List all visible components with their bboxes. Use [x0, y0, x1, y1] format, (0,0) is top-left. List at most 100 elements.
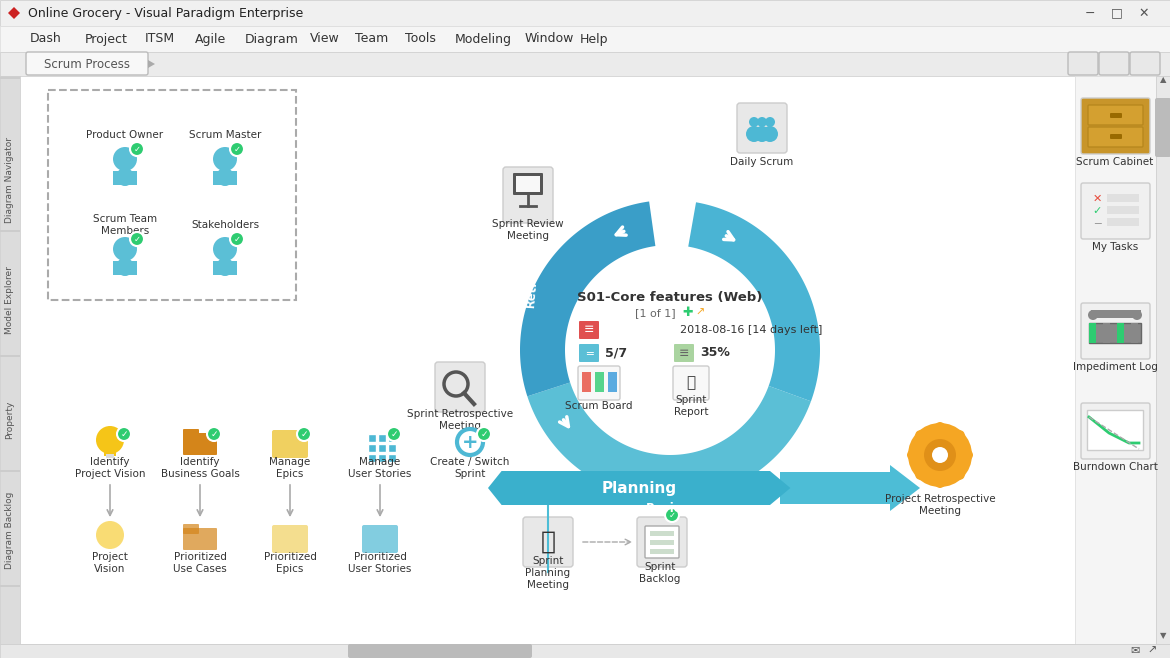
- FancyBboxPatch shape: [581, 372, 591, 392]
- FancyBboxPatch shape: [651, 549, 674, 554]
- Text: Manage
User Stories: Manage User Stories: [349, 457, 412, 479]
- FancyBboxPatch shape: [378, 434, 386, 442]
- Text: ≡: ≡: [679, 347, 689, 359]
- FancyBboxPatch shape: [0, 76, 20, 644]
- Text: Tools: Tools: [405, 32, 436, 45]
- Text: View: View: [310, 32, 339, 45]
- FancyBboxPatch shape: [1081, 403, 1150, 459]
- FancyBboxPatch shape: [1088, 127, 1143, 147]
- Text: ✓: ✓: [133, 234, 140, 243]
- Text: Burndown Chart: Burndown Chart: [1073, 462, 1157, 472]
- Polygon shape: [528, 382, 811, 500]
- Text: Team: Team: [355, 32, 388, 45]
- Text: ✓: ✓: [133, 145, 140, 153]
- Text: ✕: ✕: [1138, 7, 1149, 20]
- FancyBboxPatch shape: [183, 528, 216, 550]
- FancyBboxPatch shape: [674, 344, 694, 362]
- Text: Help: Help: [580, 32, 608, 45]
- FancyBboxPatch shape: [1103, 323, 1110, 343]
- Text: ↗: ↗: [695, 308, 704, 318]
- Circle shape: [116, 258, 135, 276]
- Text: −: −: [1085, 7, 1095, 20]
- FancyBboxPatch shape: [26, 52, 147, 75]
- Text: Diagram: Diagram: [245, 32, 298, 45]
- Text: S01-Core features (Web): S01-Core features (Web): [577, 291, 763, 305]
- Text: Scrum Team
Members: Scrum Team Members: [92, 215, 157, 236]
- FancyBboxPatch shape: [1117, 323, 1124, 343]
- Circle shape: [116, 168, 135, 186]
- FancyBboxPatch shape: [0, 470, 20, 472]
- FancyBboxPatch shape: [0, 355, 20, 357]
- FancyBboxPatch shape: [673, 366, 709, 400]
- Text: Implementation: Implementation: [812, 256, 834, 362]
- Circle shape: [207, 427, 221, 441]
- FancyBboxPatch shape: [645, 526, 679, 558]
- Text: Dash: Dash: [30, 32, 62, 45]
- Text: Prioritized
Use Cases: Prioritized Use Cases: [173, 552, 227, 574]
- Text: ═: ═: [586, 348, 592, 358]
- Text: Scrum Cabinet: Scrum Cabinet: [1076, 157, 1154, 167]
- FancyBboxPatch shape: [579, 321, 599, 339]
- FancyBboxPatch shape: [608, 372, 617, 392]
- Text: ▲: ▲: [1159, 76, 1166, 84]
- Text: Sprint
Backlog: Sprint Backlog: [639, 562, 681, 584]
- Circle shape: [924, 439, 956, 471]
- Text: My Tasks: My Tasks: [1092, 242, 1138, 252]
- FancyBboxPatch shape: [1068, 52, 1097, 75]
- Polygon shape: [147, 60, 154, 68]
- Circle shape: [757, 117, 768, 127]
- FancyBboxPatch shape: [0, 77, 20, 79]
- FancyBboxPatch shape: [1155, 98, 1170, 157]
- Circle shape: [113, 237, 137, 261]
- FancyBboxPatch shape: [1107, 206, 1140, 214]
- FancyBboxPatch shape: [0, 585, 20, 587]
- FancyBboxPatch shape: [578, 366, 620, 400]
- Circle shape: [96, 426, 124, 454]
- Text: ✓: ✓: [301, 430, 308, 438]
- FancyBboxPatch shape: [362, 525, 398, 553]
- Text: Agile: Agile: [195, 32, 226, 45]
- FancyBboxPatch shape: [435, 362, 486, 412]
- FancyBboxPatch shape: [1099, 52, 1129, 75]
- Circle shape: [230, 142, 245, 156]
- Text: Project: Project: [85, 32, 128, 45]
- Text: ↗: ↗: [1148, 646, 1157, 656]
- FancyBboxPatch shape: [516, 176, 541, 192]
- FancyBboxPatch shape: [183, 524, 199, 534]
- Circle shape: [230, 232, 245, 246]
- Text: Scrum Board: Scrum Board: [565, 401, 633, 411]
- Text: Planning: Planning: [601, 480, 676, 495]
- FancyBboxPatch shape: [1088, 105, 1143, 125]
- FancyBboxPatch shape: [1089, 323, 1141, 343]
- Text: ✕: ✕: [1093, 194, 1102, 204]
- FancyBboxPatch shape: [503, 167, 553, 223]
- FancyBboxPatch shape: [369, 454, 376, 462]
- FancyBboxPatch shape: [1156, 76, 1170, 644]
- Text: Sprint Retrospective
Meeting: Sprint Retrospective Meeting: [407, 409, 514, 431]
- Polygon shape: [519, 201, 655, 396]
- FancyBboxPatch shape: [388, 444, 395, 452]
- Text: ✓: ✓: [121, 430, 128, 438]
- Circle shape: [762, 126, 778, 142]
- FancyBboxPatch shape: [596, 372, 604, 392]
- Text: Impediment Log: Impediment Log: [1073, 362, 1157, 372]
- FancyBboxPatch shape: [651, 531, 674, 536]
- FancyBboxPatch shape: [271, 430, 308, 458]
- Circle shape: [665, 508, 679, 522]
- Text: 35%: 35%: [700, 347, 730, 359]
- FancyBboxPatch shape: [388, 454, 395, 462]
- Text: ✉: ✉: [1130, 646, 1140, 656]
- Circle shape: [915, 470, 925, 480]
- FancyBboxPatch shape: [1131, 323, 1138, 343]
- Circle shape: [753, 126, 770, 142]
- Circle shape: [477, 427, 491, 441]
- Text: Stakeholders: Stakeholders: [191, 220, 259, 230]
- Text: 2018-08-16 [14 days left]: 2018-08-16 [14 days left]: [680, 325, 823, 335]
- Text: Sprint
Planning
Meeting: Sprint Planning Meeting: [525, 557, 571, 590]
- FancyBboxPatch shape: [1130, 52, 1159, 75]
- Circle shape: [746, 126, 762, 142]
- Text: Window: Window: [525, 32, 574, 45]
- Circle shape: [297, 427, 311, 441]
- FancyBboxPatch shape: [271, 525, 308, 553]
- Text: Create / Switch
Sprint: Create / Switch Sprint: [431, 457, 510, 479]
